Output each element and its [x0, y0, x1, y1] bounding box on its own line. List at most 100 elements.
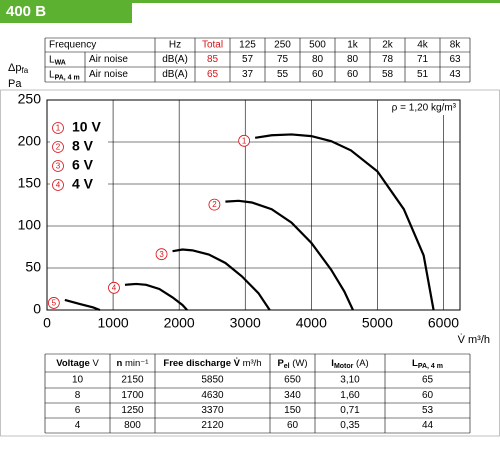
header-bar — [0, 0, 132, 23]
table-cell: 58 — [382, 69, 394, 80]
table-header: Hz — [169, 40, 181, 51]
table-cell: 650 — [284, 375, 301, 386]
table-header: 500 — [309, 40, 326, 51]
table-header: IMotor (A) — [331, 358, 368, 370]
header-unit: V — [90, 358, 100, 369]
table-cell: 0,35 — [340, 420, 360, 431]
y-axis-label-sub: fa — [21, 66, 28, 75]
header-main: I — [331, 358, 334, 369]
header-rule — [0, 0, 500, 3]
legend-label: 4 V — [72, 176, 94, 192]
header-sub: el — [284, 363, 290, 370]
legend-label: 8 V — [72, 138, 94, 154]
table-cell: 80 — [347, 54, 359, 65]
row-kind: Air noise — [89, 69, 128, 80]
curve — [64, 298, 101, 312]
curve — [124, 282, 188, 311]
marker-circle — [108, 281, 120, 294]
table-header: 125 — [239, 40, 256, 51]
curve — [225, 199, 354, 311]
marker-number: 1 — [56, 124, 61, 133]
table-cell: 340 — [284, 390, 301, 401]
x-tick-label: 2000 — [164, 315, 195, 331]
row-kind: Air noise — [89, 54, 128, 65]
table-cell: 53 — [422, 405, 434, 416]
table-header: Pel (W) — [277, 358, 307, 370]
table-cell: 85 — [207, 54, 219, 65]
legend-label: 10 V — [72, 119, 101, 135]
row-label: LPA, 4 m — [49, 69, 80, 81]
table-cell: 0,71 — [340, 405, 360, 416]
y-axis-label-main: Δp — [8, 62, 21, 74]
table-header: 250 — [274, 40, 291, 51]
header-unit: m³/h — [240, 358, 262, 369]
table-cell: 80 — [312, 54, 324, 65]
annotation-bg — [385, 101, 459, 115]
x-tick-label: 4000 — [296, 315, 327, 331]
row-label-main: L — [49, 54, 55, 65]
x-tick-label: 1000 — [98, 315, 129, 331]
table-cell: 63 — [449, 54, 461, 65]
marker-number: 2 — [56, 143, 61, 152]
x-axis-label: V̇ m³/h — [458, 333, 490, 346]
header-main: Free discharge V̇ — [163, 357, 240, 368]
x-tick-label: 5000 — [362, 315, 393, 331]
table-cell: 5850 — [201, 375, 224, 386]
y-tick-label: 50 — [25, 259, 41, 275]
table-cell: 44 — [422, 420, 434, 431]
table-cell: 60 — [347, 69, 359, 80]
table-cell: 37 — [242, 69, 254, 80]
marker-number: 3 — [56, 162, 61, 171]
row-label-sub: PA, 4 m — [55, 74, 80, 81]
legend-bg — [50, 120, 108, 136]
marker-circle — [52, 160, 64, 172]
marker-circle — [238, 134, 251, 147]
table-header: n min⁻¹ — [117, 358, 149, 369]
header-unit: (W) — [290, 358, 308, 369]
marker-circle — [52, 141, 64, 153]
table-header: 4k — [417, 40, 429, 51]
curve — [172, 248, 271, 311]
table-header: Voltage V — [56, 358, 99, 369]
marker-number: 3 — [159, 250, 164, 259]
annotation: ρ = 1,20 kg/m³ — [392, 103, 457, 114]
table-header: Frequency — [49, 40, 96, 51]
table-cell: 10 — [72, 375, 84, 386]
table-cell: 4630 — [201, 390, 224, 401]
row-label-main: L — [49, 69, 55, 80]
header-sub: Motor — [334, 363, 354, 370]
table-cell: 2150 — [121, 375, 144, 386]
table-cell: 8 — [75, 390, 81, 401]
table-header: 2k — [382, 40, 394, 51]
x-tick-label: 3000 — [230, 315, 261, 331]
header-unit: min⁻¹ — [122, 358, 148, 369]
curve — [254, 133, 435, 311]
y-tick-label: 150 — [18, 175, 42, 191]
table-cell: 150 — [284, 405, 301, 416]
marker-number: 4 — [56, 181, 61, 190]
x-tick-label: 0 — [43, 315, 51, 331]
row-label: LWA — [49, 54, 66, 66]
table-cell: 2120 — [201, 420, 224, 431]
y-tick-label: 200 — [18, 133, 42, 149]
marker-circle — [52, 122, 64, 134]
table-header: 8k — [450, 40, 462, 51]
marker-number: 2 — [212, 200, 217, 209]
table-cell: 78 — [382, 54, 394, 65]
x-tick-label: 6000 — [428, 315, 459, 331]
table-cell: 65 — [422, 375, 434, 386]
table-cell: 60 — [287, 420, 299, 431]
y-axis-label: Δpfa — [8, 62, 29, 75]
row-unit: dB(A) — [162, 69, 188, 80]
table-cell: 71 — [417, 54, 429, 65]
marker-circle — [155, 248, 168, 261]
table-cell: 55 — [277, 69, 289, 80]
table-cell: 51 — [417, 69, 429, 80]
plot-area — [46, 99, 461, 311]
table-header: Free discharge V̇ m³/h — [163, 357, 261, 368]
legend-bg — [50, 158, 108, 174]
header-main: Voltage — [56, 358, 90, 369]
legend-bg — [50, 139, 108, 155]
table-cell: 60 — [422, 390, 434, 401]
